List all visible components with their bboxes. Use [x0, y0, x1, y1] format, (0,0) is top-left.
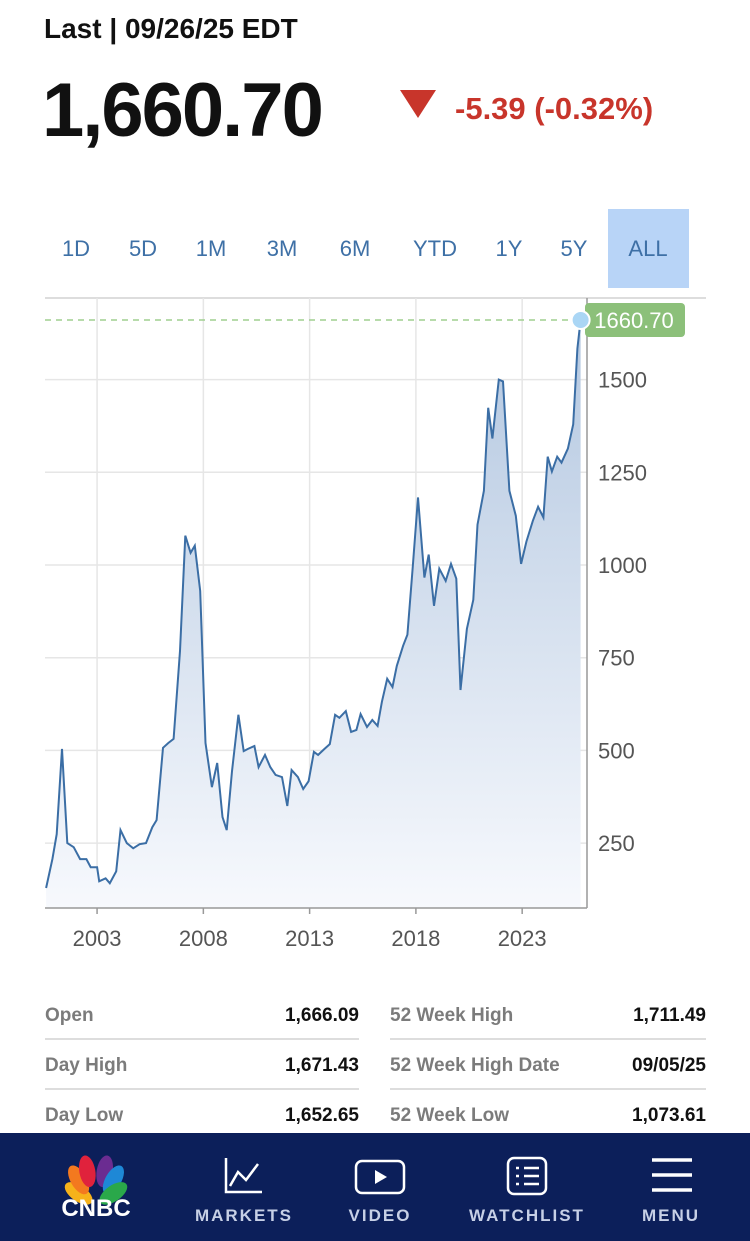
area	[46, 320, 581, 908]
stat-label: 52 Week High	[390, 1005, 513, 1026]
nav-items: MARKETS VIDEO WATCHLIST MENU	[195, 1206, 700, 1225]
trend-icon	[228, 1163, 259, 1187]
petal	[99, 1182, 128, 1205]
list-frame	[506, 1156, 548, 1196]
stat-value: 09/05/25	[632, 1055, 706, 1076]
y-tick-label: 1500	[598, 368, 647, 393]
tab[interactable]: YTD	[413, 236, 457, 261]
nav-item[interactable]: WATCHLIST	[469, 1206, 585, 1225]
down-arrow	[400, 90, 436, 118]
x-tick-label: 2018	[391, 926, 440, 951]
tab[interactable]: 5Y	[561, 236, 588, 261]
x-tick-label: 2008	[179, 926, 228, 951]
stats: Open 1,666.09 Day High 1,671.43 Day Low 1,652…	[45, 1005, 706, 1126]
x-tick-label: 2013	[285, 926, 334, 951]
y-tick-label: 500	[598, 738, 635, 763]
logo-text: CNBC	[61, 1195, 130, 1222]
stat-label: Day Low	[45, 1105, 123, 1126]
price: 1,660.70	[42, 68, 322, 153]
hamburger	[652, 1158, 692, 1192]
petal	[78, 1155, 96, 1188]
last-label: Last | 09/26/25 EDT	[44, 13, 298, 44]
tab[interactable]: 3M	[267, 236, 298, 261]
video-frame	[354, 1159, 406, 1195]
stat-value: 1,666.09	[285, 1005, 359, 1026]
x-tick-label: 2003	[73, 926, 122, 951]
tab[interactable]: 5D	[129, 236, 157, 261]
nav-item[interactable]: VIDEO	[349, 1206, 412, 1225]
watchlist-icon	[506, 1156, 548, 1196]
stat-value: 1,711.49	[633, 1005, 706, 1026]
tab[interactable]: 1M	[196, 236, 227, 261]
y-tick-label: 750	[598, 646, 635, 671]
y-tick-label: 250	[598, 831, 635, 856]
last-point	[570, 309, 591, 330]
list-lines	[516, 1166, 539, 1186]
video-icon	[354, 1159, 406, 1195]
y-tick-label: 1250	[598, 460, 647, 485]
chart: 250 500 750 1000 1250 1500 2003 2008 2013 2018 202…	[45, 297, 706, 951]
cnbc-logo[interactable]: CNBC	[61, 1154, 131, 1222]
nav-item[interactable]: MENU	[642, 1206, 700, 1225]
stat-label: 52 Week High Date	[390, 1055, 560, 1076]
menu-icon	[652, 1158, 692, 1192]
tab[interactable]: ALL	[628, 236, 667, 261]
tab-selected-bg	[608, 209, 689, 288]
stat-label: 52 Week Low	[390, 1105, 509, 1126]
stat-label: Open	[45, 1005, 94, 1026]
last-value-box	[585, 302, 685, 337]
nav-bar: CNBC MARKETS VIDEO WATCHLIST MENU	[0, 1133, 750, 1241]
petal	[64, 1182, 93, 1205]
tab[interactable]: 6M	[340, 236, 371, 261]
x-tick-label: 2023	[498, 926, 547, 951]
tab[interactable]: 1Y	[496, 236, 523, 261]
play-icon	[375, 1170, 387, 1184]
line	[45, 319, 582, 889]
axes-icon	[224, 1158, 262, 1194]
petal	[102, 1165, 124, 1195]
y-tick-label: 1000	[598, 553, 647, 578]
markets-icon	[224, 1158, 262, 1194]
stat-label: Day High	[45, 1055, 127, 1076]
petal	[68, 1165, 90, 1195]
last-value-label: 1660.70	[594, 308, 674, 333]
stat-value: 1,671.43	[285, 1055, 359, 1076]
tab[interactable]: 1D	[62, 236, 90, 261]
change: -5.39 (-0.32%)	[455, 91, 653, 126]
nav-item[interactable]: MARKETS	[195, 1206, 293, 1225]
stat-value: 1,652.65	[285, 1105, 359, 1126]
stat-value: 1,073.61	[632, 1105, 706, 1126]
tabs: 1D 5D 1M 3M 6M YTD 1Y 5Y ALL	[62, 209, 689, 288]
